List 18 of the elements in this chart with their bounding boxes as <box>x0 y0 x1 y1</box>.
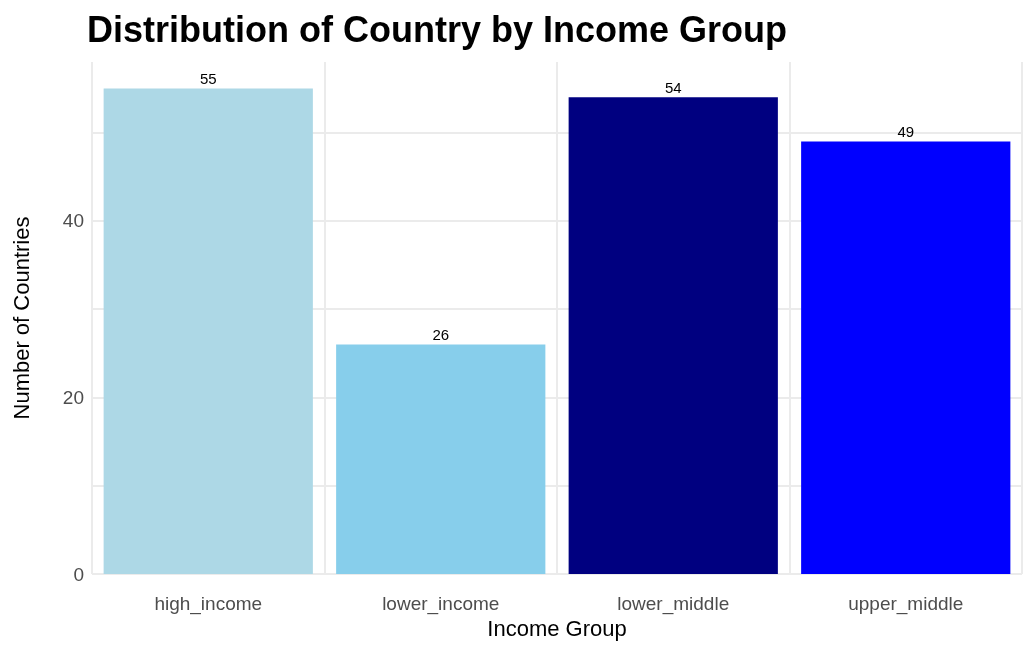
chart-title: Distribution of Country by Income Group <box>87 8 787 50</box>
data-label: 49 <box>897 123 915 141</box>
y-tick-label: 20 <box>62 386 84 408</box>
bar <box>103 88 313 574</box>
x-tick-label: upper_middle <box>848 593 964 615</box>
y-tick-label: 0 <box>73 563 84 585</box>
x-axis-title: Income Group <box>487 616 627 642</box>
data-label: 55 <box>199 70 217 88</box>
data-label: 26 <box>432 326 450 344</box>
bar <box>336 344 546 574</box>
y-tick-label: 40 <box>62 210 84 232</box>
x-tick-label: high_income <box>154 593 263 615</box>
x-tick-label: lower_income <box>382 593 500 615</box>
y-axis-title: Number of Countries <box>8 216 34 420</box>
data-label: 54 <box>664 79 682 97</box>
x-tick-label: lower_middle <box>617 593 730 615</box>
bar <box>801 141 1011 574</box>
bar <box>568 97 778 574</box>
